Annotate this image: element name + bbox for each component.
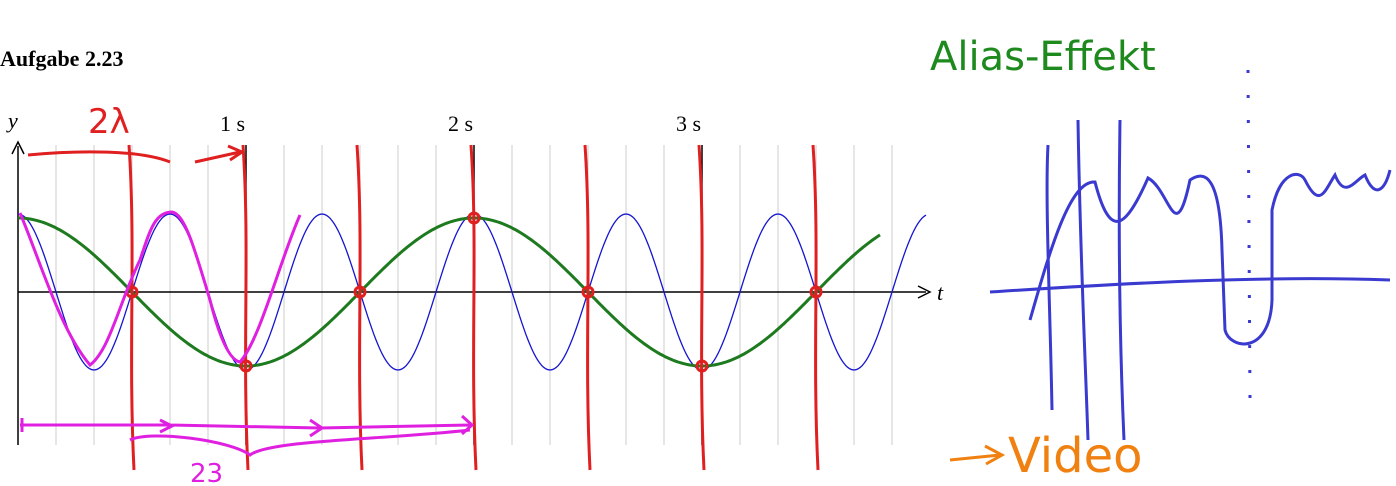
slide: Aufgabe 2.23 y t 23 2λ 1 s 2 s 3 s Alias… <box>0 0 1396 486</box>
red-arrows <box>28 146 242 162</box>
sample-line <box>471 145 476 470</box>
pink-brace <box>130 430 470 455</box>
x-axis-label: t <box>937 280 944 305</box>
link-text[interactable]: Video <box>1008 428 1142 484</box>
x-tick-label: 2 s <box>448 111 473 136</box>
x-tick-label: 1 s <box>220 111 245 136</box>
y-axis-label: y <box>6 108 18 133</box>
link-arrow <box>950 446 1002 464</box>
heading: Alias-Effekt <box>930 34 1156 80</box>
sample-line <box>357 145 362 470</box>
x-tick-label: 3 s <box>676 111 701 136</box>
sample-line <box>129 145 134 470</box>
sketch-dots <box>1248 70 1250 400</box>
note-top: 2λ <box>88 102 130 142</box>
note-bottom: 23 <box>190 459 223 486</box>
title: Aufgabe 2.23 <box>0 46 123 71</box>
sample-line <box>243 145 248 470</box>
sample-line <box>699 145 704 470</box>
pink-sketch <box>20 212 300 365</box>
sample-line <box>813 145 818 470</box>
sample-lines <box>127 145 821 470</box>
sample-line <box>585 145 590 470</box>
